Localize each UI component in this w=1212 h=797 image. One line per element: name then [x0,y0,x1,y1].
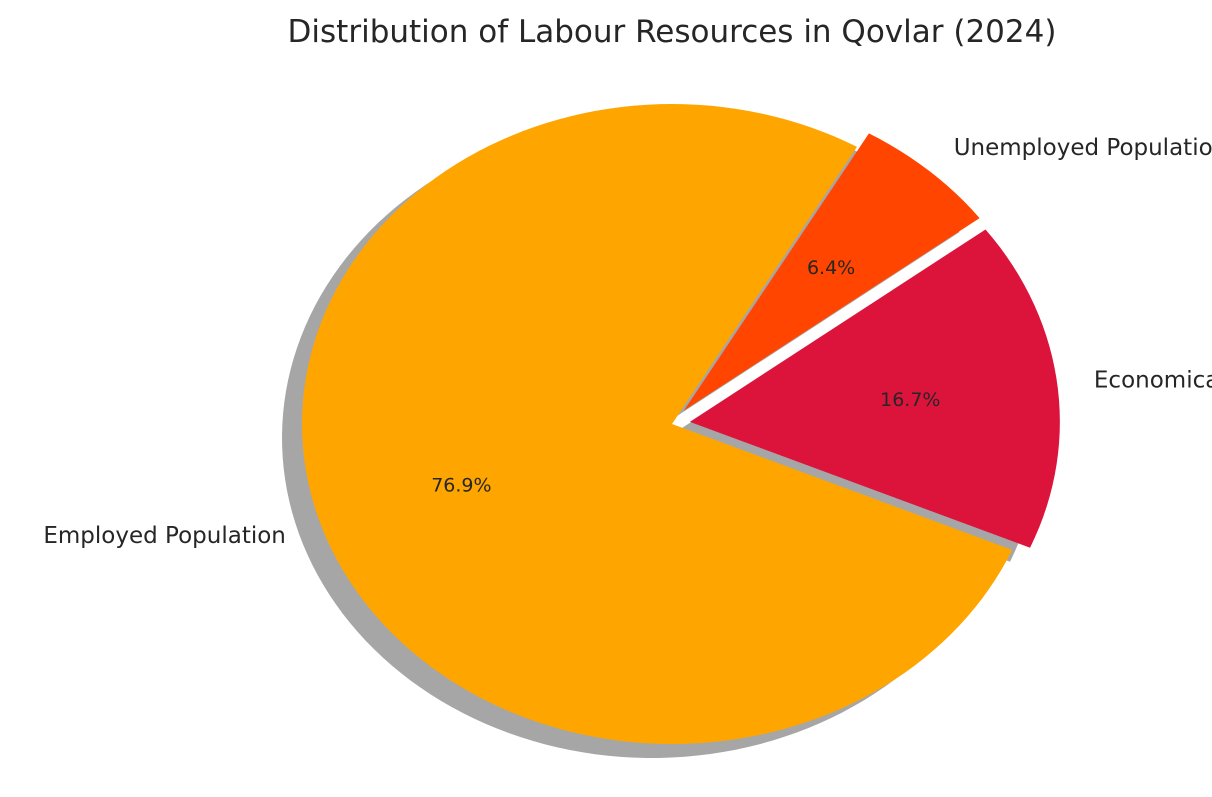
slice-employed-population [302,104,1013,744]
pct-label-economically-inactive-population: 16.7% [880,389,940,411]
category-label-employed-population: Employed Population [43,523,286,549]
pct-label-employed-population: 76.9% [431,475,491,497]
slice-unemployed-population [683,133,980,411]
category-labels: Employed Population Economically Inactive… [43,135,1212,549]
pie-slices [302,104,1060,744]
percentage-labels: 76.9% 16.7% 6.4% [431,257,940,497]
category-label-economically-inactive-population: Economically Inactive Population [1094,368,1212,394]
category-label-unemployed-population: Unemployed Population [954,135,1212,161]
pct-label-unemployed-population: 6.4% [807,257,855,279]
chart-title: Distribution of Labour Resources in Qovl… [288,14,1057,50]
slice-economically-inactive-population [689,229,1060,548]
